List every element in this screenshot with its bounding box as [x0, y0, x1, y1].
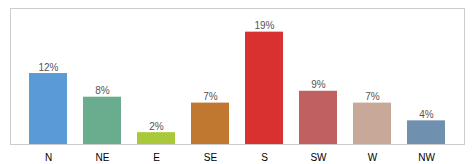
svg-text:12%: 12%	[38, 62, 58, 73]
svg-text:N: N	[45, 152, 52, 163]
svg-text:W: W	[368, 152, 378, 163]
svg-text:8%: 8%	[95, 85, 110, 96]
svg-text:NE: NE	[96, 152, 110, 163]
svg-text:NW: NW	[418, 152, 435, 163]
svg-text:E: E	[153, 152, 160, 163]
svg-text:S: S	[261, 152, 268, 163]
svg-text:19%: 19%	[254, 20, 274, 31]
svg-text:SE: SE	[204, 152, 218, 163]
svg-text:9%: 9%	[311, 79, 326, 90]
svg-text:2%: 2%	[149, 121, 164, 132]
svg-text:SW: SW	[310, 152, 327, 163]
svg-text:7%: 7%	[203, 91, 218, 102]
svg-text:7%: 7%	[365, 91, 380, 102]
svg-text:4%: 4%	[419, 109, 434, 120]
